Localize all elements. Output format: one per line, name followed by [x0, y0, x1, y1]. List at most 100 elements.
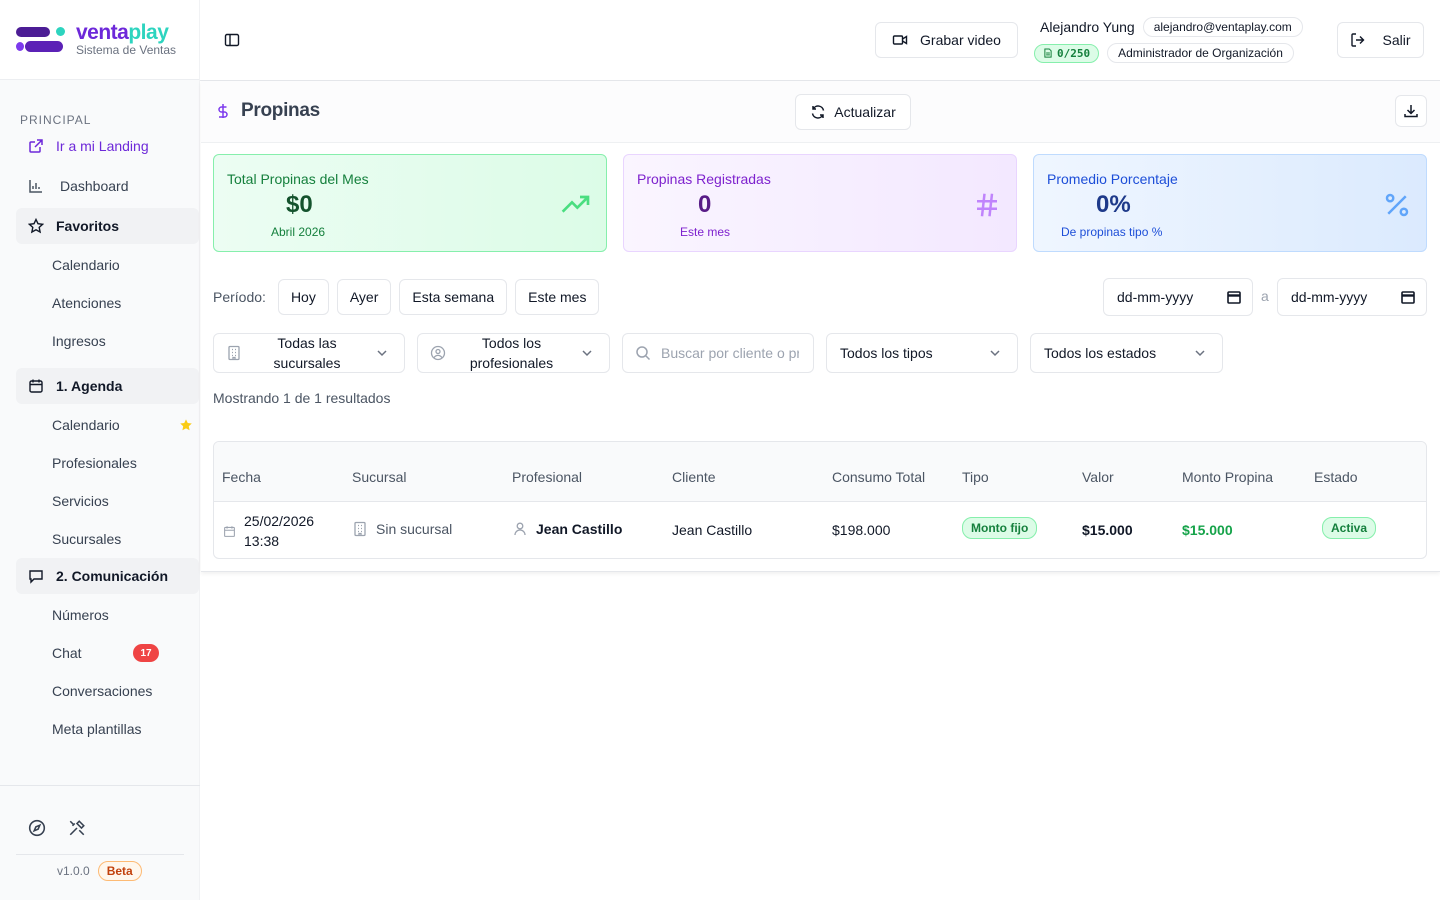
- sidebar-item-label: Ingresos: [52, 333, 106, 349]
- sidebar-item-servicios[interactable]: Servicios: [16, 482, 199, 520]
- col-valor[interactable]: Valor: [1082, 469, 1114, 485]
- card-subtitle: Este mes: [680, 225, 731, 239]
- sidebar-item-meta-plantillas[interactable]: Meta plantillas: [16, 710, 199, 748]
- sidebar-item-label: Chat: [52, 645, 82, 661]
- sidebar-group-comunicacion[interactable]: 2. Comunicación: [16, 558, 199, 594]
- sidebar-group-favorites[interactable]: Favoritos: [16, 208, 199, 244]
- version-label: v1.0.0: [57, 864, 90, 878]
- sidebar-item-profesionales[interactable]: Profesionales: [16, 444, 199, 482]
- card-title: Total Propinas del Mes: [227, 171, 369, 187]
- sidebar-item-conversaciones[interactable]: Conversaciones: [16, 672, 199, 710]
- top-header: Grabar video Alejandro Yung alejandro@ve…: [200, 0, 1440, 81]
- row-date: 25/02/2026: [244, 513, 315, 529]
- period-this-week-button[interactable]: Esta semana: [399, 279, 508, 315]
- sidebar-footer: v1.0.0 Beta: [0, 785, 200, 900]
- sidebar-item-label: Dashboard: [60, 178, 129, 194]
- col-fecha[interactable]: Fecha: [222, 469, 261, 485]
- sidebar-item-numeros[interactable]: Números: [16, 596, 199, 634]
- period-yesterday-button[interactable]: Ayer: [336, 279, 392, 315]
- period-label: Período:: [213, 289, 266, 305]
- status-select[interactable]: Todos los estados: [1030, 333, 1223, 373]
- refresh-icon: [810, 104, 826, 120]
- panel-header: Propinas Actualizar: [201, 81, 1440, 143]
- brand-logo[interactable]: ventaplay Sistema de Ventas: [0, 0, 199, 80]
- row-time: 13:38: [244, 533, 280, 549]
- sidebar-item-fav-atenciones[interactable]: Atenciones: [16, 284, 199, 322]
- calendar-picker-icon[interactable]: [1400, 289, 1416, 305]
- professional-select-value: Todos los profesionales: [469, 335, 554, 371]
- branch-select-value: Todas las sucursales: [273, 335, 341, 371]
- sidebar-item-label: Servicios: [52, 493, 109, 509]
- search-input[interactable]: Buscar por cliente o profesional: [622, 333, 814, 373]
- logout-icon: [1350, 32, 1366, 48]
- table-row[interactable]: 25/02/2026 13:38 Sin sucursal Jean Casti…: [214, 502, 1426, 558]
- sidebar-toggle-icon[interactable]: [224, 32, 240, 48]
- calendar-picker-icon[interactable]: [1226, 289, 1242, 305]
- col-sucursal[interactable]: Sucursal: [352, 469, 407, 485]
- sidebar-item-calendario[interactable]: Calendario: [16, 406, 199, 444]
- row-value: $15.000: [1082, 522, 1133, 538]
- download-button[interactable]: [1395, 95, 1427, 127]
- type-select-value: Todos los tipos: [840, 345, 933, 361]
- sidebar-item-landing[interactable]: Ir a mi Landing: [16, 128, 199, 164]
- sidebar-item-sucursales[interactable]: Sucursales: [16, 520, 199, 558]
- search-icon: [635, 345, 651, 361]
- chevron-down-icon: [374, 345, 390, 361]
- col-monto-propina[interactable]: Monto Propina: [1182, 469, 1274, 485]
- type-select[interactable]: Todos los tipos: [826, 333, 1018, 373]
- period-this-month-button[interactable]: Este mes: [515, 279, 600, 315]
- sidebar-item-label: Conversaciones: [52, 683, 153, 699]
- sidebar-item-label: Sucursales: [52, 531, 122, 547]
- col-cliente[interactable]: Cliente: [672, 469, 716, 485]
- video-icon: [892, 32, 908, 48]
- date-from-placeholder: dd-mm-yyyy: [1117, 289, 1194, 305]
- file-icon: [1044, 48, 1052, 58]
- card-title: Promedio Porcentaje: [1047, 171, 1178, 187]
- col-tipo[interactable]: Tipo: [962, 469, 989, 485]
- favorite-star-icon[interactable]: [179, 418, 193, 435]
- col-consumo[interactable]: Consumo Total: [832, 469, 926, 485]
- logo-mark-icon: [16, 25, 66, 55]
- beta-badge: Beta: [97, 861, 142, 881]
- type-badge: Monto fijo: [962, 517, 1038, 539]
- sidebar-item-label: Meta plantillas: [52, 721, 142, 737]
- row-tip-amount: $15.000: [1182, 522, 1233, 538]
- period-today-button[interactable]: Hoy: [277, 279, 329, 315]
- record-video-button[interactable]: Grabar video: [875, 22, 1018, 58]
- sidebar-item-chat[interactable]: Chat 17: [16, 634, 199, 672]
- branch-select[interactable]: Todas las sucursales: [213, 333, 405, 373]
- refresh-button[interactable]: Actualizar: [795, 94, 911, 130]
- professional-select[interactable]: Todos los profesionales: [417, 333, 610, 373]
- sidebar-item-fav-ingresos[interactable]: Ingresos: [16, 322, 199, 360]
- sidebar-item-label: Calendario: [52, 417, 120, 433]
- search-placeholder: Buscar por cliente o profesional: [661, 345, 799, 361]
- status-select-value: Todos los estados: [1044, 345, 1157, 361]
- logout-label: Salir: [1382, 32, 1411, 48]
- user-icon: [512, 521, 528, 537]
- bar-chart-icon: [28, 178, 44, 194]
- sidebar-item-dashboard[interactable]: Dashboard: [16, 164, 199, 208]
- building-icon: [226, 345, 242, 361]
- brand-subtitle: Sistema de Ventas: [76, 42, 177, 57]
- status-badge: Activa: [1322, 517, 1377, 539]
- date-from-input[interactable]: dd-mm-yyyy: [1103, 278, 1253, 316]
- tools-icon[interactable]: [68, 819, 86, 837]
- page-title: Propinas: [241, 100, 320, 121]
- logout-button[interactable]: Salir: [1337, 22, 1424, 58]
- external-link-icon: [28, 138, 44, 154]
- filters-row: Todas las sucursales Todos los profesion…: [213, 333, 1223, 373]
- sidebar-group-agenda[interactable]: 1. Agenda: [16, 368, 199, 404]
- group-label: 1. Agenda: [56, 378, 123, 394]
- refresh-label: Actualizar: [834, 104, 896, 120]
- chevron-down-icon: [579, 345, 595, 361]
- compass-icon[interactable]: [28, 819, 46, 837]
- col-estado[interactable]: Estado: [1314, 469, 1358, 485]
- card-title: Propinas Registradas: [637, 171, 771, 187]
- dollar-icon: [215, 103, 231, 119]
- user-email: alejandro@ventaplay.com: [1142, 17, 1303, 37]
- chevron-down-icon: [1192, 345, 1208, 361]
- date-to-input[interactable]: dd-mm-yyyy: [1277, 278, 1427, 316]
- col-profesional[interactable]: Profesional: [512, 469, 583, 485]
- card-total-tips: Total Propinas del Mes $0 Abril 2026: [213, 154, 607, 252]
- sidebar-item-fav-calendario[interactable]: Calendario: [16, 246, 199, 284]
